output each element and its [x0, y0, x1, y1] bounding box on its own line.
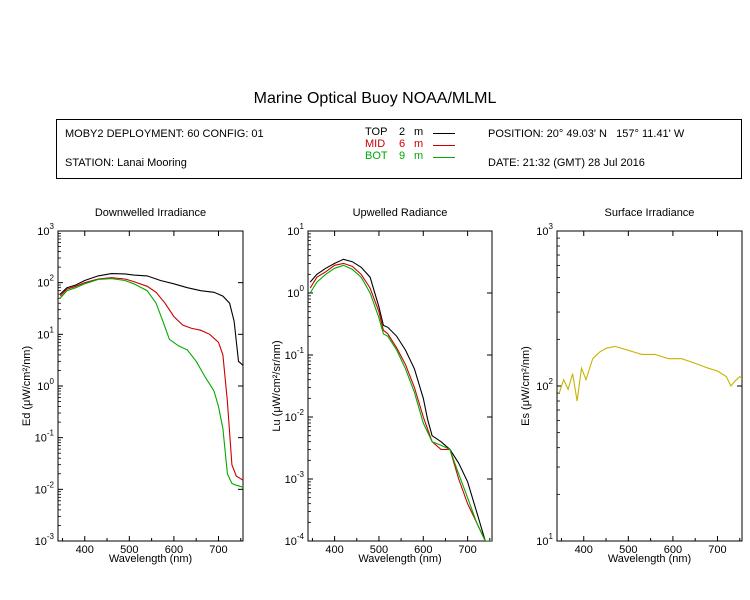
page-title: Marine Optical Buoy NOAA/MLML: [253, 90, 497, 107]
legend-depth-bot: 9: [399, 150, 406, 162]
surface-irradiance-title: Surface Irradiance: [605, 207, 695, 219]
series-line-es: [558, 345, 742, 402]
x-tick-label: 700: [458, 544, 476, 556]
x-tick-label: 700: [708, 544, 726, 556]
y-tick-label: 103: [536, 222, 553, 238]
legend-label-bot: BOT: [365, 150, 388, 162]
y-tick-label: 10-1: [285, 346, 305, 362]
upwelled-radiance-ylabel: Lu (μW/cm²/sr/nm): [271, 340, 283, 431]
legend-depth-mid: 6: [399, 138, 406, 150]
station-text: STATION: Lanai Mooring: [65, 157, 187, 169]
y-tick-label: 101: [287, 222, 304, 238]
legend-swatch-bot: [433, 157, 455, 158]
chart-upwelled-radiance: Upwelled Radiance 400 500 600 700 10-4 10-3 10-…: [271, 207, 493, 565]
surface-irradiance-frame: [556, 230, 743, 542]
y-tick-label: 102: [37, 274, 54, 290]
position-text: POSITION: 20° 49.03' N 157° 11.41' W: [488, 128, 685, 140]
y-tick-label: 10-4: [285, 532, 305, 548]
y-tick-label: 101: [536, 532, 553, 548]
downwelled-irradiance-ylabel: Ed (μW/cm²/nm): [21, 346, 33, 426]
y-tick-label: 10-2: [285, 408, 305, 424]
legend-unit-top: m: [414, 126, 424, 138]
series-line-bot: [309, 264, 492, 541]
x-tick-label: 700: [209, 544, 227, 556]
downwelled-irradiance-xlabel: Wavelength (nm): [109, 553, 192, 565]
x-tick-label: 500: [370, 544, 388, 556]
upwelled-radiance-frame: [307, 230, 493, 542]
x-tick-label: 500: [120, 544, 138, 556]
series-line-top: [309, 258, 492, 541]
downwelled-irradiance-title: Downwelled Irradiance: [95, 207, 206, 219]
x-tick-label: 400: [76, 544, 94, 556]
upwelled-radiance-xlabel: Wavelength (nm): [358, 553, 441, 565]
x-tick-label: 600: [165, 544, 183, 556]
y-tick-label: 10-1: [35, 429, 55, 445]
x-tick-label: 400: [575, 544, 593, 556]
y-tick-label: 10-3: [285, 470, 305, 486]
legend-swatch-top: [433, 133, 455, 134]
series-line-mid: [59, 277, 243, 481]
legend-swatch-mid: [433, 145, 455, 146]
legend-unit-mid: m: [414, 138, 424, 150]
surface-irradiance-ylabel: Es (μW/cm²/nm): [520, 346, 532, 426]
surface-irradiance-xlabel: Wavelength (nm): [608, 553, 691, 565]
upwelled-radiance-title: Upwelled Radiance: [353, 207, 448, 219]
chart-surface-irradiance: Surface Irradiance 400 500 600 700 101 102 103 W…: [520, 207, 743, 565]
y-tick-label: 101: [37, 325, 54, 341]
y-tick-label: 10-2: [35, 480, 55, 496]
y-tick-label: 102: [536, 377, 553, 393]
series-line-bot: [59, 278, 243, 488]
y-tick-label: 100: [287, 284, 304, 300]
series-line-mid: [309, 262, 492, 541]
x-tick-label: 600: [664, 544, 682, 556]
chart-downwelled-irradiance: Downwelled Irradiance 400 500 600 700 10-3 10-…: [21, 207, 244, 565]
legend-label-mid: MID: [365, 138, 386, 150]
y-tick-label: 10-3: [35, 532, 55, 548]
info-box: MOBY2 DEPLOYMENT: 60 CONFIG: 01 STATION:…: [56, 119, 742, 179]
legend-label-top: TOP: [365, 126, 388, 138]
y-tick-label: 103: [37, 222, 54, 238]
x-tick-label: 400: [325, 544, 343, 556]
y-tick-label: 100: [37, 377, 54, 393]
x-tick-label: 600: [414, 544, 432, 556]
x-tick-label: 500: [619, 544, 637, 556]
series-line-top: [59, 273, 243, 366]
date-text: DATE: 21:32 (GMT) 28 Jul 2016: [488, 157, 645, 169]
deployment-text: MOBY2 DEPLOYMENT: 60 CONFIG: 01: [65, 128, 264, 140]
legend-unit-bot: m: [414, 150, 424, 162]
legend-depth-top: 2: [399, 126, 406, 138]
